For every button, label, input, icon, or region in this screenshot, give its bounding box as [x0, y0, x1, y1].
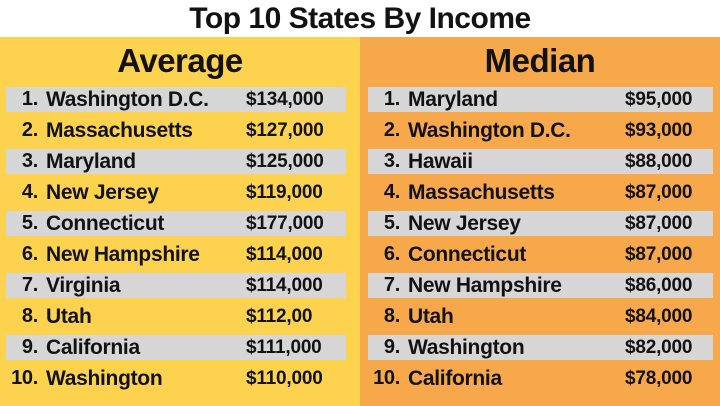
- state-name: California: [46, 335, 140, 359]
- income-value: $93,000: [625, 119, 693, 141]
- rank-label: 9.: [383, 336, 400, 358]
- panels-container: Average 1. Washington D.C. $134,000 2. M…: [0, 37, 720, 406]
- state-name: Maryland: [46, 149, 136, 173]
- state-name: Massachusetts: [46, 118, 193, 142]
- rank-label: 1.: [21, 88, 38, 110]
- income-value: $78,000: [625, 367, 693, 389]
- median-panel: Median 1. Maryland $95,000 2. Washington…: [360, 37, 720, 406]
- state-name: New Hampshire: [408, 273, 562, 297]
- income-value: $114,000: [246, 274, 323, 296]
- rank-label: 1.: [383, 88, 400, 110]
- table-row: 3. Maryland $125,000: [6, 146, 346, 177]
- rank-label: 10.: [11, 367, 38, 389]
- income-value: $87,000: [625, 243, 693, 265]
- table-row: 10. California $78,000: [368, 363, 713, 394]
- income-value: $111,000: [246, 336, 322, 358]
- state-name: New Hampshire: [46, 242, 200, 266]
- table-row: 6. Connecticut $87,000: [368, 239, 713, 270]
- rank-label: 2.: [21, 119, 38, 141]
- state-name: California: [408, 366, 502, 390]
- income-value: $82,000: [625, 336, 693, 358]
- state-name: Maryland: [408, 87, 498, 111]
- income-value: $86,000: [625, 274, 693, 296]
- income-value: $112,00: [246, 305, 313, 327]
- state-name: Hawaii: [408, 149, 473, 173]
- state-name: Utah: [408, 304, 454, 328]
- table-row: 6. New Hampshire $114,000: [6, 239, 346, 270]
- table-row: 9. California $111,000: [6, 332, 346, 363]
- average-rows: 1. Washington D.C. $134,000 2. Massachus…: [0, 84, 360, 394]
- table-row: 9. Washington $82,000: [368, 332, 713, 363]
- rank-label: 10.: [373, 367, 400, 389]
- table-row: 3. Hawaii $88,000: [368, 146, 713, 177]
- rank-label: 8.: [21, 305, 38, 327]
- income-value: $87,000: [625, 181, 693, 203]
- rank-label: 7.: [21, 274, 38, 296]
- table-row: 10. Washington $110,000: [6, 363, 346, 394]
- state-name: Connecticut: [46, 211, 165, 235]
- state-name: New Jersey: [408, 211, 521, 235]
- income-value: $110,000: [246, 367, 323, 389]
- average-panel: Average 1. Washington D.C. $134,000 2. M…: [0, 37, 360, 406]
- average-panel-header: Average: [117, 41, 243, 79]
- state-name: Virginia: [46, 273, 121, 297]
- rank-label: 9.: [21, 336, 38, 358]
- median-panel-header: Median: [484, 41, 596, 79]
- income-value: $134,000: [246, 88, 324, 110]
- rank-label: 4.: [21, 181, 38, 203]
- rank-label: 5.: [383, 212, 400, 234]
- rank-label: 6.: [383, 243, 400, 265]
- income-value: $95,000: [625, 88, 693, 110]
- state-name: New Jersey: [46, 180, 159, 204]
- table-row: 5. Connecticut $177,000: [6, 208, 346, 239]
- income-value: $177,000: [246, 212, 324, 234]
- income-value: $84,000: [625, 305, 693, 327]
- table-row: 8. Utah $112,00: [6, 301, 346, 332]
- table-row: 5. New Jersey $87,000: [368, 208, 713, 239]
- rank-label: 8.: [383, 305, 400, 327]
- table-row: 8. Utah $84,000: [368, 301, 713, 332]
- rank-label: 5.: [21, 212, 38, 234]
- median-rows: 1. Maryland $95,000 2. Washington D.C. $…: [360, 84, 720, 394]
- table-row: 4. New Jersey $119,000: [6, 177, 346, 208]
- state-name: Washington D.C.: [46, 87, 209, 111]
- income-value: $125,000: [246, 150, 324, 172]
- page-title: Top 10 States By Income: [189, 1, 531, 35]
- rank-label: 3.: [383, 150, 400, 172]
- income-value: $119,000: [246, 181, 323, 203]
- income-value: $87,000: [625, 212, 693, 234]
- rank-label: 3.: [21, 150, 38, 172]
- table-row: 7. Virginia $114,000: [6, 270, 346, 301]
- table-row: 2. Massachusetts $127,000: [6, 115, 346, 146]
- rank-label: 6.: [21, 243, 38, 265]
- state-name: Washington: [46, 366, 163, 390]
- table-row: 1. Washington D.C. $134,000: [6, 84, 346, 115]
- state-name: Utah: [46, 304, 92, 328]
- table-row: 4. Massachusetts $87,000: [368, 177, 713, 208]
- rank-label: 4.: [383, 181, 400, 203]
- state-name: Massachusetts: [408, 180, 555, 204]
- rank-label: 7.: [383, 274, 400, 296]
- income-value: $114,000: [246, 243, 323, 265]
- state-name: Washington D.C.: [408, 118, 571, 142]
- income-value: $88,000: [625, 150, 693, 172]
- state-name: Connecticut: [408, 242, 527, 266]
- table-row: 2. Washington D.C. $93,000: [368, 115, 713, 146]
- title-bar: Top 10 States By Income: [0, 0, 720, 37]
- income-value: $127,000: [246, 119, 324, 141]
- rank-label: 2.: [383, 119, 400, 141]
- table-row: 7. New Hampshire $86,000: [368, 270, 713, 301]
- state-name: Washington: [408, 335, 525, 359]
- table-row: 1. Maryland $95,000: [368, 84, 713, 115]
